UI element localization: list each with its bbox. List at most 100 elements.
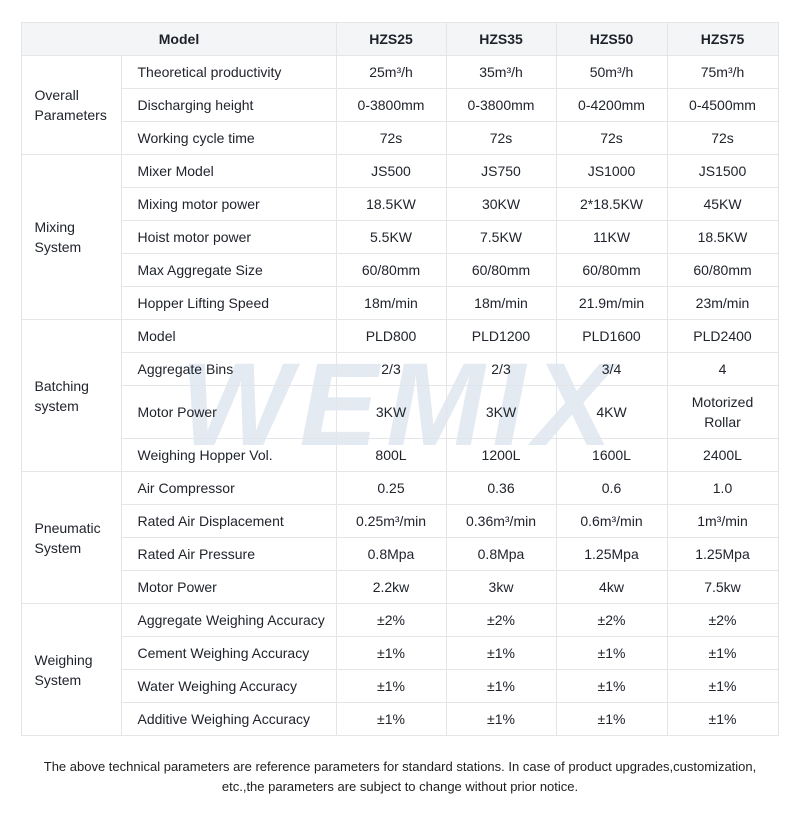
footer-disclaimer-line2: etc.,the parameters are subject to chang… [221,779,579,794]
value-cell: ±1% [445,669,557,703]
value-cell: 0.8Mpa [445,537,557,571]
group-label-mixing-system: Mixing System [21,154,123,320]
group-label-batching-system: Batching system [21,319,123,472]
table-row: Max Aggregate Size 60/80mm 60/80mm 60/80mm 6… [22,253,779,287]
value-cell: 1200L [445,438,557,472]
value-cell: 5.5KW [335,220,447,254]
table-row: Cement Weighing Accuracy ±1% ±1% ±1% ±1% [22,636,779,670]
value-cell: 21.9m/min [555,286,668,320]
value-cell: 0.8Mpa [335,537,447,571]
param-name-water-weighing-accuracy: Water Weighing Accuracy [121,669,337,703]
param-name-working-cycle-time: Working cycle time [121,121,337,155]
spec-table: Model HZS25 HZS35 HZS50 HZS75 Overall Pa… [21,22,779,736]
table-row: Weighing System Aggregate Weighing Accura… [21,603,779,736]
value-cell: 45KW [666,187,779,221]
param-name-aggregate-bins: Aggregate Bins [121,352,337,386]
value-cell: 3kw [445,570,557,604]
value-cell: ±2% [555,603,668,637]
value-cell: JS1000 [555,154,668,188]
param-name-aggregate-weighing-accuracy: Aggregate Weighing Accuracy [121,603,337,637]
param-name-model: Model [121,319,337,353]
column-header-hzs75: HZS75 [666,22,779,56]
value-cell: 0.25 [335,471,447,505]
value-cell: ±1% [666,702,779,736]
param-name-theoretical-productivity: Theoretical productivity [121,55,337,89]
value-cell: 72s [335,121,447,155]
column-header-hzs50: HZS50 [555,22,668,56]
value-cell: ±1% [555,669,668,703]
value-cell: 0-3800mm [445,88,557,122]
table-row: Rated Air Pressure 0.8Mpa 0.8Mpa 1.25Mpa 1.2… [22,537,779,571]
value-cell: 4 [666,352,779,386]
table-row: Additive Weighing Accuracy ±1% ±1% ±1% ±1% [22,702,779,736]
group-label-weighing-system: Weighing System [21,603,123,736]
value-cell: 72s [555,121,668,155]
param-name-motor-power: Motor Power [121,570,337,604]
value-cell: 4kw [555,570,668,604]
value-cell: 7.5kw [666,570,779,604]
value-cell: 2/3 [335,352,447,386]
table-row: Mixing System Mixer Model JS500 JS750 JS1000… [21,154,779,320]
value-cell: JS750 [445,154,557,188]
value-cell: JS1500 [666,154,779,188]
footer-disclaimer: The above technical parameters are refer… [0,757,800,797]
param-name-motor-power: Motor Power [121,385,337,439]
value-cell: 0.6 [555,471,668,505]
param-name-hopper-lifting-speed: Hopper Lifting Speed [121,286,337,320]
value-cell: 0.6m³/min [555,504,668,538]
table-row: Working cycle time 72s 72s 72s 72s [22,121,779,155]
value-cell: Motorized Rollar [666,385,779,439]
table-header-row: Model HZS25 HZS35 HZS50 HZS75 [21,22,779,56]
value-cell: 1.25Mpa [555,537,668,571]
group-label-pneumatic-system: Pneumatic System [21,471,123,604]
value-cell: 0-3800mm [335,88,447,122]
value-cell: 30KW [445,187,557,221]
table-row: Rated Air Displacement 0.25m³/min 0.36m³/m… [22,504,779,538]
group-label-overall-parameters: Overall Parameters [21,55,123,155]
param-name-mixing-motor-power: Mixing motor power [121,187,337,221]
value-cell: 0-4200mm [555,88,668,122]
table-row: Weighing Hopper Vol. 800L 1200L 1600L 2400L [22,438,779,472]
value-cell: 1.0 [666,471,779,505]
param-name-weighing-hopper-vol-: Weighing Hopper Vol. [121,438,337,472]
value-cell: 60/80mm [335,253,447,287]
value-cell: 3/4 [555,352,668,386]
table-row: Hopper Lifting Speed 18m/min 18m/min 21.9m/… [22,286,779,320]
value-cell: 18.5KW [666,220,779,254]
table-row: Overall Parameters Theoretical productivi… [21,55,779,155]
value-cell: 0-4500mm [666,88,779,122]
value-cell: ±1% [555,702,668,736]
param-name-cement-weighing-accuracy: Cement Weighing Accuracy [121,636,337,670]
value-cell: 11KW [555,220,668,254]
value-cell: 3KW [335,385,447,439]
value-cell: 25m³/h [335,55,447,89]
table-row: Motor Power 3KW 3KW 4KW Motorized Rollar [22,385,779,439]
table-row: Water Weighing Accuracy ±1% ±1% ±1% ±1% [22,669,779,703]
footer-disclaimer-line1: The above technical parameters are refer… [43,759,757,774]
value-cell: PLD800 [335,319,447,353]
value-cell: 72s [445,121,557,155]
value-cell: 1.25Mpa [666,537,779,571]
value-cell: PLD2400 [666,319,779,353]
param-name-hoist-motor-power: Hoist motor power [121,220,337,254]
param-name-max-aggregate-size: Max Aggregate Size [121,253,337,287]
table-row: Discharging height 0-3800mm 0-3800mm 0-4200… [22,88,779,122]
value-cell: ±2% [666,603,779,637]
column-header-hzs35: HZS35 [445,22,557,56]
value-cell: 23m/min [666,286,779,320]
param-name-additive-weighing-accuracy: Additive Weighing Accuracy [121,702,337,736]
value-cell: 800L [335,438,447,472]
param-name-discharging-height: Discharging height [121,88,337,122]
param-name-rated-air-displacement: Rated Air Displacement [121,504,337,538]
value-cell: 3KW [445,385,557,439]
value-cell: 0.25m³/min [335,504,447,538]
value-cell: 1600L [555,438,668,472]
value-cell: JS500 [335,154,447,188]
value-cell: 60/80mm [555,253,668,287]
value-cell: ±2% [445,603,557,637]
table-row: Pneumatic System Air Compressor 0.25 0.36 0.… [21,471,779,604]
value-cell: 0.36m³/min [445,504,557,538]
table-row: Aggregate Bins 2/3 2/3 3/4 4 [22,352,779,386]
value-cell: 75m³/h [666,55,779,89]
model-header-cell: Model [21,22,337,56]
